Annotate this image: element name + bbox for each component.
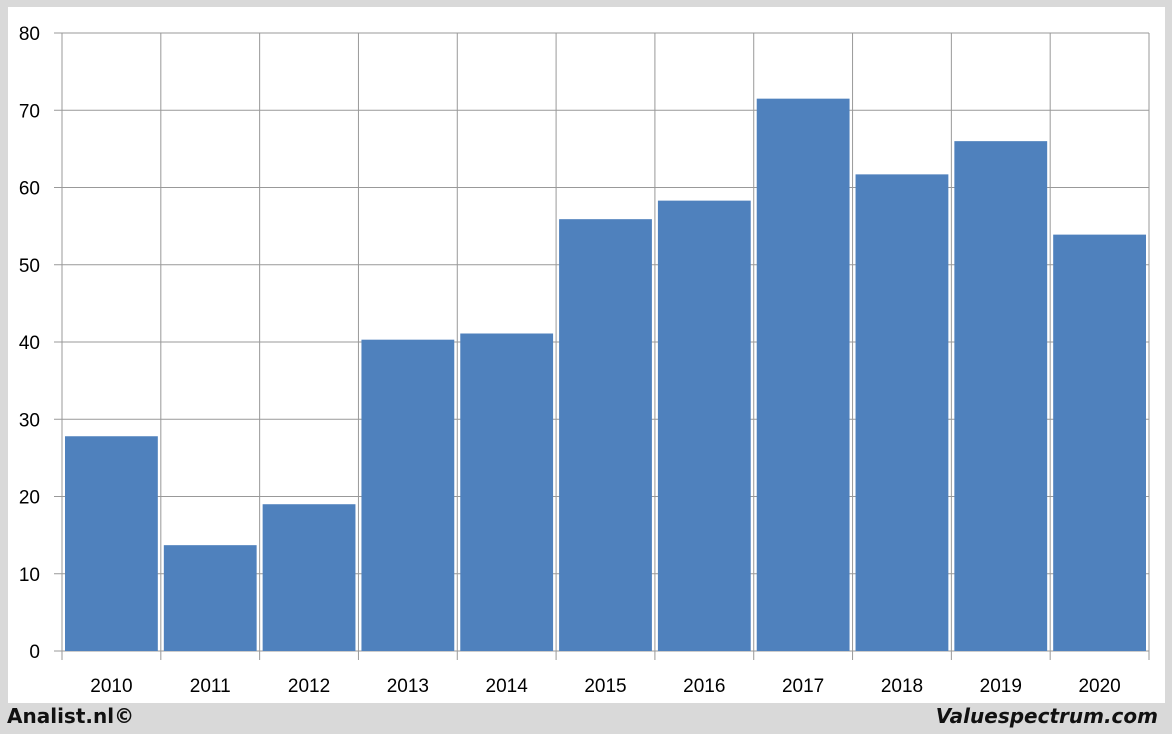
bar-2013 <box>361 339 455 651</box>
bar-2018 <box>855 174 949 651</box>
x-tick-label: 2020 <box>1078 676 1120 697</box>
bar-2010 <box>65 436 158 651</box>
x-tick-label: 2015 <box>584 676 626 697</box>
y-tick-label: 30 <box>19 410 40 431</box>
bar-2015 <box>559 219 652 652</box>
y-tick-label: 80 <box>19 24 40 45</box>
bar-2012 <box>262 504 356 651</box>
footer-left-credit: Analist.nl© <box>7 704 135 728</box>
x-tick-label: 2016 <box>683 676 725 697</box>
y-tick-label: 60 <box>19 179 40 200</box>
bar-2019 <box>954 141 1048 651</box>
bar-2016 <box>657 200 751 651</box>
x-tick-label: 2013 <box>387 676 429 697</box>
y-tick-label: 40 <box>19 333 40 354</box>
x-tick-label: 2014 <box>486 676 529 697</box>
footer-right-credit: Valuespectrum.com <box>935 704 1158 728</box>
y-tick-label: 50 <box>19 256 40 277</box>
y-tick-label: 70 <box>19 101 40 122</box>
x-tick-label: 2017 <box>782 676 824 697</box>
x-tick-label: 2010 <box>90 676 132 697</box>
x-tick-label: 2018 <box>881 676 923 697</box>
bar-2014 <box>460 333 554 651</box>
x-tick-label: 2019 <box>980 676 1022 697</box>
bar-2017 <box>756 98 850 652</box>
y-tick-label: 10 <box>19 565 40 586</box>
x-tick-label: 2012 <box>288 676 330 697</box>
bar-2011 <box>163 545 257 651</box>
x-tick-label: 2011 <box>190 676 231 697</box>
bar-2020 <box>1053 234 1146 651</box>
y-tick-label: 20 <box>19 488 40 509</box>
y-tick-label: 0 <box>29 642 40 663</box>
